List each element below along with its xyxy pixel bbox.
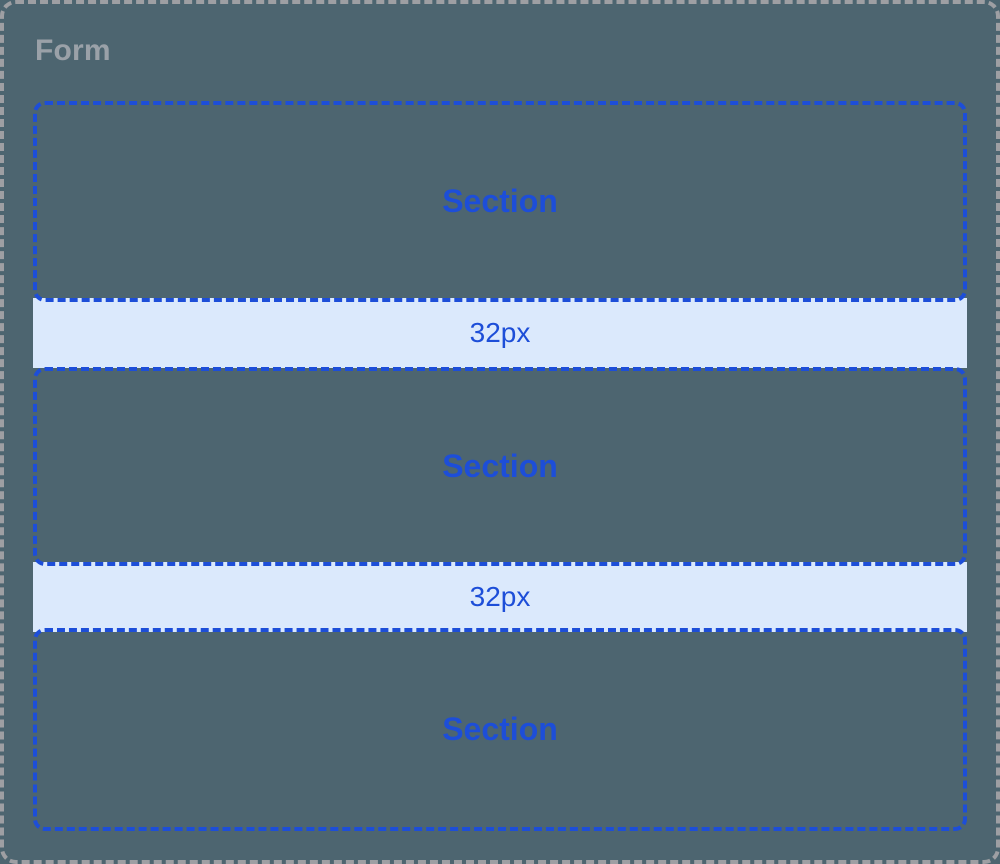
form-label: Form <box>35 34 111 67</box>
spacing-band-2: 32px <box>33 562 967 632</box>
section-label: Section <box>442 183 558 219</box>
spacing-band-1: 32px <box>33 298 967 368</box>
section-block-3: Section <box>33 628 967 831</box>
spacing-value: 32px <box>469 581 531 612</box>
section-label: Section <box>442 448 558 484</box>
section-block-1: Section <box>33 101 967 302</box>
spacing-value: 32px <box>469 317 531 348</box>
section-block-2: Section <box>33 367 967 566</box>
section-label: Section <box>442 711 558 747</box>
